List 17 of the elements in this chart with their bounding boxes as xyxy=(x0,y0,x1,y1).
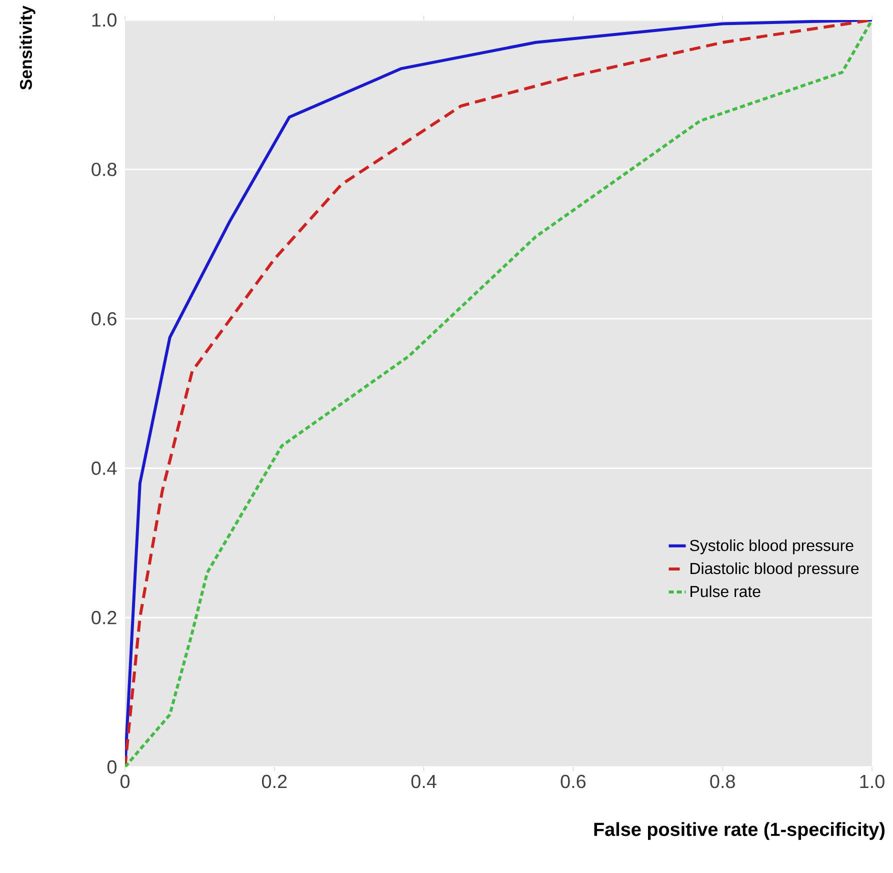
x-tick-label: 0.2 xyxy=(262,774,287,788)
legend-label: Pulse rate xyxy=(690,585,760,598)
y-tick-label: 0.2 xyxy=(92,610,116,624)
y-tick-label: 0.6 xyxy=(92,312,116,326)
y-tick-label: 1.0 xyxy=(92,13,116,27)
legend-label: Systolic blood pressure xyxy=(690,539,854,554)
y-tick-label: 0.4 xyxy=(92,461,117,475)
y-tick-label: 0.8 xyxy=(92,162,116,176)
x-tick-label: 0 xyxy=(120,774,130,788)
x-tick-label: 1.0 xyxy=(860,774,884,788)
x-tick-label: 0.6 xyxy=(560,774,586,788)
y-axis-title: Sensitivity xyxy=(20,6,36,90)
y-tick-label: 0 xyxy=(107,760,116,774)
x-tick-label: 0.4 xyxy=(411,774,436,788)
x-tick-label: 0.8 xyxy=(710,774,735,788)
legend-label: Diastolic blood pressure xyxy=(690,562,859,578)
x-axis-title: False positive rate (1-specificity) xyxy=(594,822,885,840)
